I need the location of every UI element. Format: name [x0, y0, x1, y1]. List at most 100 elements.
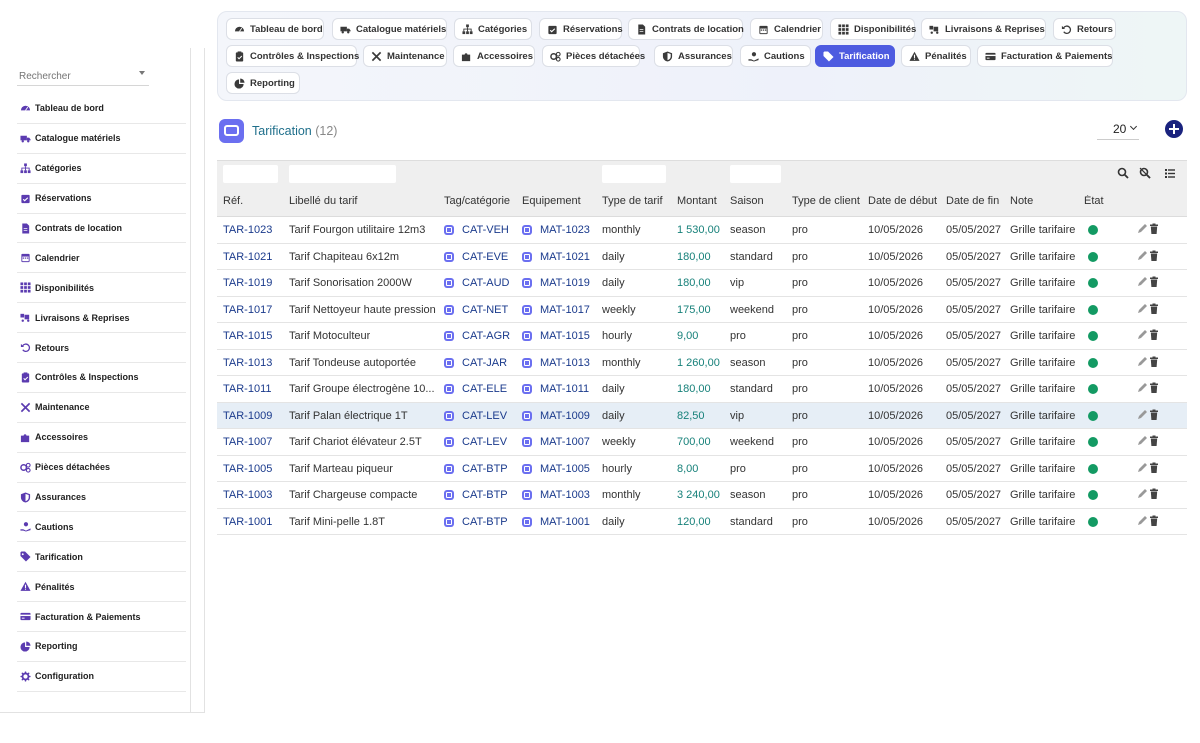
clear-search-icon[interactable]: [1139, 167, 1151, 179]
column-header-category[interactable]: Tag/catégorie: [444, 195, 511, 207]
sidebar-item-calendrier[interactable]: Calendrier: [17, 243, 186, 274]
cell-category[interactable]: CAT-BTP: [444, 463, 508, 475]
cell-link[interactable]: CAT-AUD: [462, 277, 510, 289]
sidebar-item-tableau-de-bord[interactable]: Tableau de bord: [17, 94, 186, 124]
tab-assurances[interactable]: Assurances: [654, 45, 733, 67]
cell-equipment[interactable]: MAT-1021: [522, 251, 590, 263]
column-header-amount[interactable]: Montant: [677, 195, 717, 207]
table-row[interactable]: TAR-1011 Tarif Groupe électrogène 10... CA…: [217, 376, 1187, 403]
chevron-down-icon[interactable]: [139, 71, 145, 75]
sidebar-item-retours[interactable]: Retours: [17, 333, 186, 364]
cell-ref[interactable]: TAR-1021: [223, 250, 273, 263]
cell-ref[interactable]: TAR-1023: [223, 224, 273, 236]
tab-categories[interactable]: Catégories: [454, 18, 532, 40]
edit-icon[interactable]: [1136, 223, 1148, 235]
cell-ref[interactable]: TAR-1007: [223, 436, 273, 448]
delete-icon[interactable]: [1148, 409, 1160, 421]
tab-accessoires[interactable]: Accessoires: [453, 45, 535, 67]
edit-icon[interactable]: [1136, 356, 1148, 368]
column-header-end-date[interactable]: Date de fin: [946, 195, 1000, 207]
table-row[interactable]: TAR-1005 Tarif Marteau piqueur CAT-BTP MAT-…: [217, 456, 1187, 482]
cell-link[interactable]: MAT-1011: [540, 383, 590, 395]
cell-equipment[interactable]: MAT-1003: [522, 489, 590, 501]
delete-icon[interactable]: [1148, 356, 1160, 368]
sidebar-item-controles-and-inspections[interactable]: Contrôles & Inspections: [17, 363, 186, 393]
tab-livraisons-and-reprises[interactable]: Livraisons & Reprises: [921, 18, 1046, 40]
sidebar-item-contrats-de-location[interactable]: Contrats de location: [17, 214, 186, 244]
edit-icon[interactable]: [1136, 488, 1148, 500]
tab-calendrier[interactable]: Calendrier: [750, 18, 823, 40]
sidebar-item-reporting[interactable]: Reporting: [17, 632, 186, 662]
table-row[interactable]: TAR-1009 Tarif Palan électrique 1T CAT-LEV…: [217, 402, 1187, 429]
sidebar-item-tarification[interactable]: Tarification: [17, 542, 186, 573]
cell-category[interactable]: CAT-ELE: [444, 383, 507, 395]
tab-facturation-and-paiements[interactable]: Facturation & Paiements: [977, 45, 1113, 67]
edit-icon[interactable]: [1136, 462, 1148, 474]
edit-icon[interactable]: [1136, 303, 1148, 315]
delete-icon[interactable]: [1148, 488, 1160, 500]
cell-category[interactable]: CAT-LEV: [444, 436, 507, 448]
cell-link[interactable]: MAT-1007: [540, 436, 590, 448]
delete-icon[interactable]: [1148, 382, 1160, 394]
cell-category[interactable]: CAT-BTP: [444, 516, 508, 528]
table-row[interactable]: TAR-1019 Tarif Sonorisation 2000W CAT-AUD M…: [217, 270, 1187, 297]
cell-ref[interactable]: TAR-1001: [223, 515, 273, 528]
delete-icon[interactable]: [1148, 276, 1160, 288]
cell-category[interactable]: CAT-VEH: [444, 224, 509, 236]
edit-icon[interactable]: [1136, 276, 1148, 288]
sidebar-item-cautions[interactable]: Cautions: [17, 512, 186, 543]
cell-category[interactable]: CAT-NET: [444, 304, 508, 316]
sidebar-item-assurances[interactable]: Assurances: [17, 483, 186, 513]
sidebar-item-pieces-detachees[interactable]: Pièces détachées: [17, 453, 186, 483]
sidebar-item-livraisons-and-reprises[interactable]: Livraisons & Reprises: [17, 303, 186, 334]
cell-link[interactable]: CAT-JAR: [462, 356, 508, 369]
cell-ref[interactable]: TAR-1003: [223, 489, 273, 501]
search-icon[interactable]: [1117, 167, 1129, 179]
cell-equipment[interactable]: MAT-1011: [522, 383, 589, 395]
cell-category[interactable]: CAT-JAR: [444, 357, 507, 369]
cell-link[interactable]: MAT-1009: [540, 409, 590, 422]
cell-ref[interactable]: TAR-1017: [223, 303, 273, 316]
cell-equipment[interactable]: MAT-1005: [522, 463, 590, 475]
tab-reporting[interactable]: Reporting: [226, 72, 300, 94]
filter-type-input[interactable]: [602, 165, 666, 183]
tab-cautions[interactable]: Cautions: [740, 45, 811, 67]
table-row[interactable]: TAR-1001 Tarif Mini-pelle 1.8T CAT-BTP MAT-…: [217, 509, 1187, 535]
tab-pieces-detachees[interactable]: Pièces détachées: [542, 45, 645, 67]
column-header-ref[interactable]: Réf.: [223, 195, 244, 207]
table-row[interactable]: TAR-1003 Tarif Chargeuse compacte CAT-BTP M…: [217, 482, 1187, 509]
delete-icon[interactable]: [1148, 435, 1160, 447]
tab-contrats-de-location[interactable]: Contrats de location: [628, 18, 744, 40]
tab-retours[interactable]: Retours: [1053, 18, 1116, 40]
table-row[interactable]: TAR-1023 Tarif Fourgon utilitaire 12m3 CAT…: [217, 217, 1187, 244]
delete-icon[interactable]: [1148, 223, 1160, 235]
tab-controles-and-inspections[interactable]: Contrôles & Inspections: [226, 45, 359, 67]
list-columns-icon[interactable]: [1164, 167, 1176, 179]
delete-icon[interactable]: [1148, 303, 1160, 315]
cell-equipment[interactable]: MAT-1019: [522, 277, 590, 289]
sidebar-item-disponibilites[interactable]: Disponibilités: [17, 273, 186, 304]
column-header-state[interactable]: État: [1084, 195, 1104, 207]
tab-reservations[interactable]: Réservations: [539, 18, 623, 40]
cell-link[interactable]: MAT-1023: [540, 224, 590, 236]
cell-category[interactable]: CAT-EVE: [444, 251, 508, 263]
sidebar-item-maintenance[interactable]: Maintenance: [17, 393, 186, 423]
edit-icon[interactable]: [1136, 382, 1148, 394]
sidebar-item-penalites[interactable]: Pénalités: [17, 572, 186, 603]
cell-link[interactable]: MAT-1017: [540, 303, 590, 316]
filter-label-input[interactable]: [289, 165, 396, 183]
tab-maintenance[interactable]: Maintenance: [363, 45, 447, 67]
table-row[interactable]: TAR-1017 Tarif Nettoyeur haute pression CA…: [217, 297, 1187, 323]
cell-link[interactable]: MAT-1001: [540, 515, 590, 528]
cell-equipment[interactable]: MAT-1007: [522, 436, 590, 448]
sidebar-item-accessoires[interactable]: Accessoires: [17, 423, 186, 453]
edit-icon[interactable]: [1136, 329, 1148, 341]
cell-ref[interactable]: TAR-1005: [223, 462, 273, 475]
delete-icon[interactable]: [1148, 250, 1160, 262]
cell-equipment[interactable]: MAT-1023: [522, 224, 590, 236]
cell-equipment[interactable]: MAT-1009: [522, 410, 590, 422]
tab-disponibilites[interactable]: Disponibilités: [830, 18, 916, 40]
edit-icon[interactable]: [1136, 515, 1148, 527]
column-header-client-type[interactable]: Type de client: [792, 195, 860, 207]
edit-icon[interactable]: [1136, 250, 1148, 262]
